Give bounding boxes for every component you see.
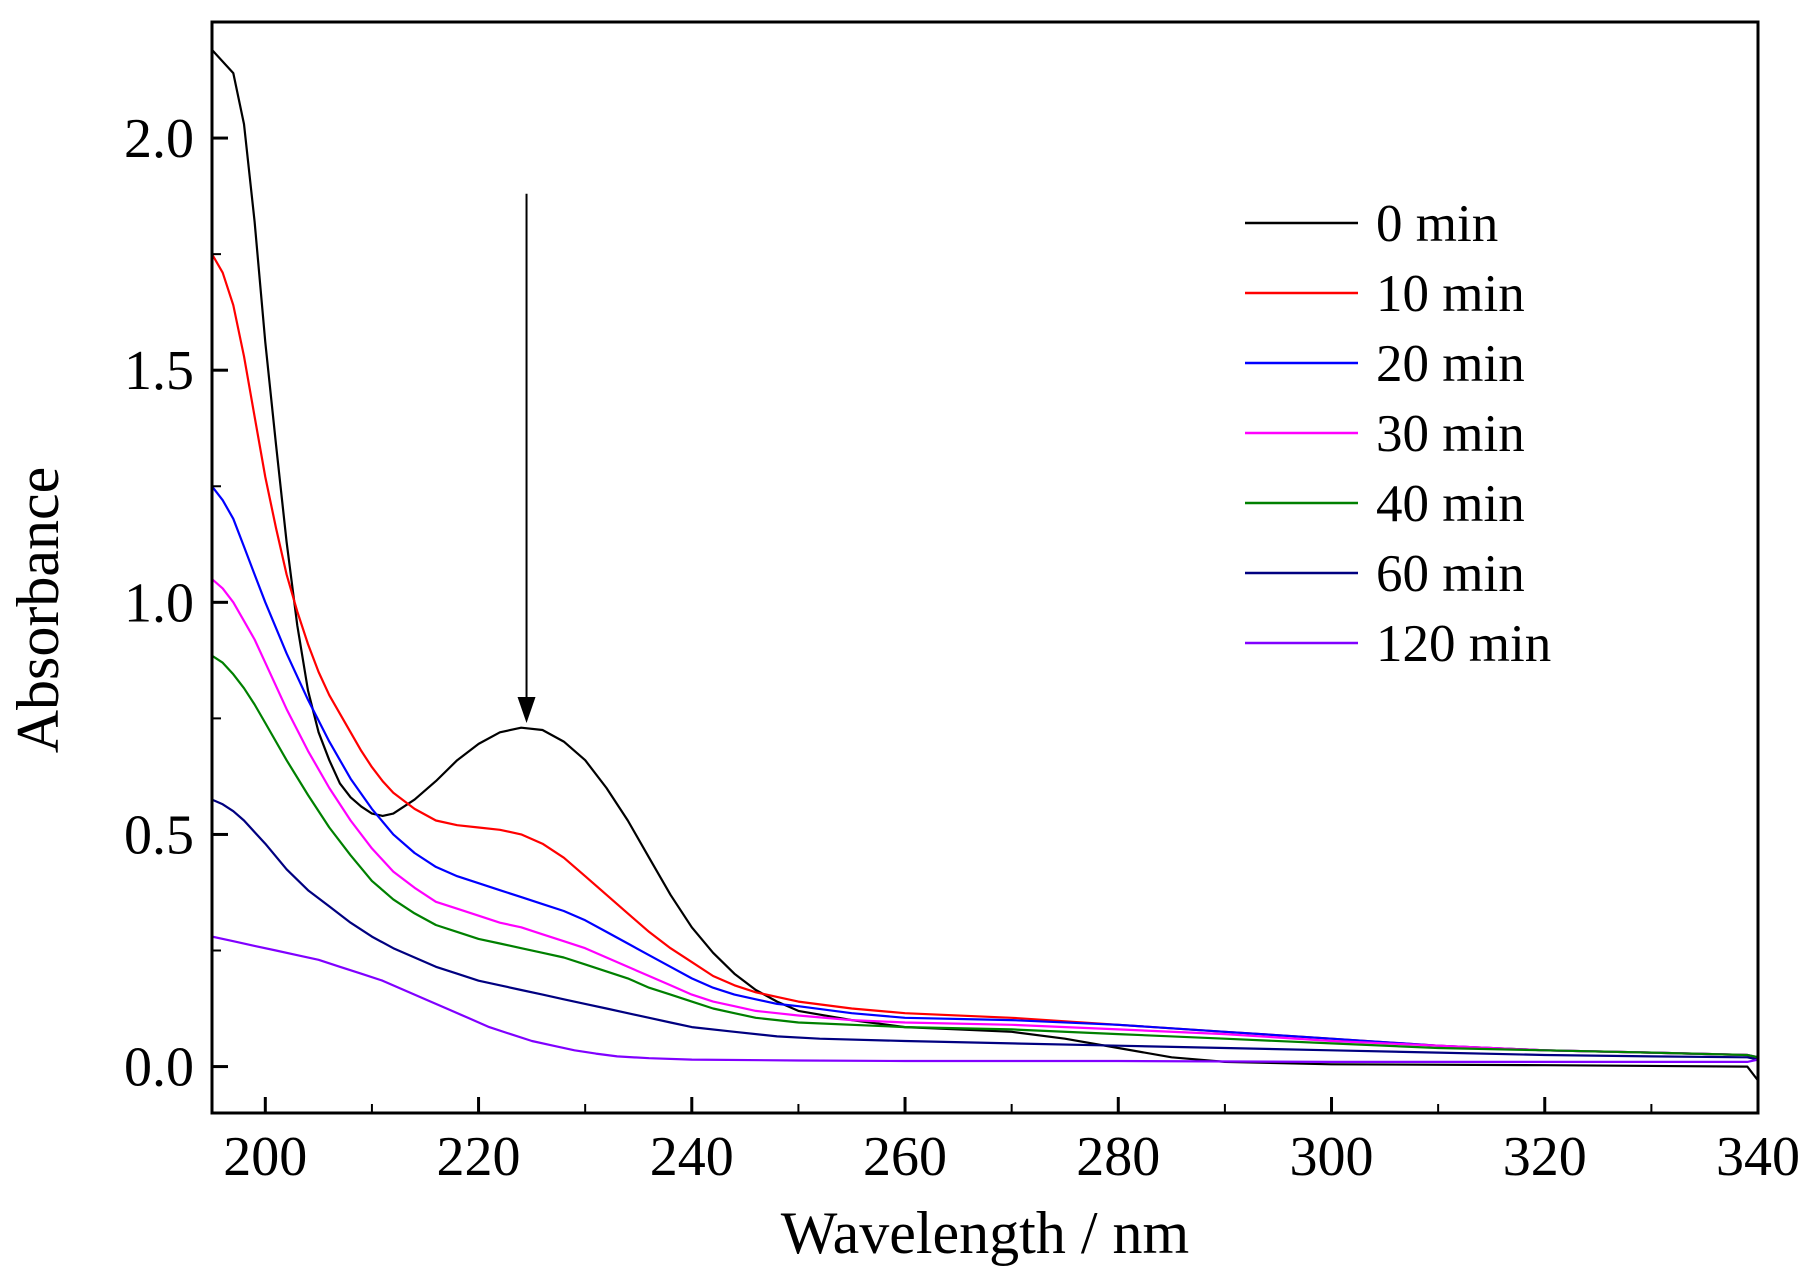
x-tick-label-320: 320 xyxy=(1503,1126,1587,1188)
y-axis-title: Absorbance xyxy=(5,467,71,754)
annotation-layer xyxy=(517,193,536,724)
x-tick-label-300: 300 xyxy=(1290,1126,1374,1188)
y-tick-label-1.5: 1.5 xyxy=(124,340,194,402)
legend: 0 min 10 min 20 min 30 min 40 min 60 min 120 m… xyxy=(1245,195,1551,673)
series-layer xyxy=(212,48,1758,1082)
x-axis-title: Wavelength / nm xyxy=(781,1200,1189,1266)
series-line-30-min xyxy=(212,578,1758,1059)
series-line-40-min xyxy=(212,654,1758,1059)
x-tick-label-260: 260 xyxy=(863,1126,947,1188)
legend-label-30-min: 30 min xyxy=(1376,405,1525,463)
x-tick-label-340: 340 xyxy=(1716,1126,1800,1188)
legend-label-0-min: 0 min xyxy=(1376,195,1498,253)
ticks-layer: 200 220 240 260 280 300 320 340 0.0 0.5 1.0 1.5 2.0 xyxy=(124,108,1800,1188)
legend-label-60-min: 60 min xyxy=(1376,545,1525,603)
x-tick-label-220: 220 xyxy=(437,1126,521,1188)
annotation-arrow-head xyxy=(517,697,536,724)
legend-label-40-min: 40 min xyxy=(1376,475,1525,533)
series-line-60-min xyxy=(212,798,1758,1061)
legend-label-10-min: 10 min xyxy=(1376,265,1525,323)
y-tick-label-1.0: 1.0 xyxy=(124,572,194,634)
x-tick-label-280: 280 xyxy=(1076,1126,1160,1188)
series-line-20-min xyxy=(212,485,1758,1059)
legend-label-20-min: 20 min xyxy=(1376,335,1525,393)
x-tick-label-240: 240 xyxy=(650,1126,734,1188)
y-tick-label-0.0: 0.0 xyxy=(124,1037,194,1099)
series-line-10-min xyxy=(212,253,1758,1061)
x-tick-label-200: 200 xyxy=(223,1126,307,1188)
plot-frame xyxy=(210,20,1760,1115)
series-line-0-min xyxy=(212,48,1758,1082)
series-line-120-min xyxy=(212,935,1758,1063)
y-tick-label-0.5: 0.5 xyxy=(124,804,194,866)
legend-label-120-min: 120 min xyxy=(1376,615,1551,673)
y-tick-label-2.0: 2.0 xyxy=(124,108,194,170)
